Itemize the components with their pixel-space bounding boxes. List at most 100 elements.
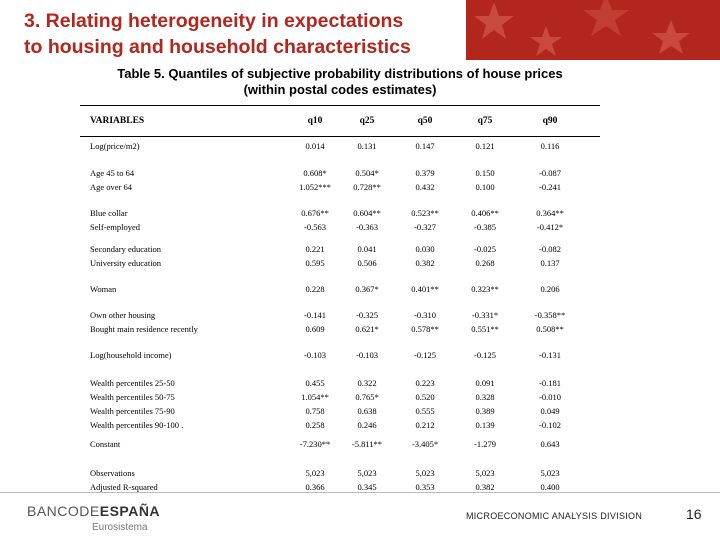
page-number: 16 — [686, 506, 702, 522]
logo-part-1: BANCODE — [27, 503, 100, 519]
row-label: Own other housing — [90, 310, 156, 320]
table-cell: 0.131 — [357, 141, 377, 151]
table-cell: 0.604** — [353, 208, 381, 218]
banco-de-espana-logo: BANCODEESPAÑA — [27, 503, 160, 519]
row-label: Bought main residence recently — [90, 324, 198, 334]
column-header-q10: q10 — [307, 116, 323, 126]
table-cell: 0.379 — [415, 168, 435, 178]
table-cell: 0.643 — [540, 439, 560, 449]
row-label: Observations — [90, 468, 135, 478]
table-cell: 0.041 — [357, 244, 377, 254]
table-cell: 0.595 — [305, 258, 325, 268]
table-cell: 0.323** — [471, 284, 499, 294]
table-cell: 0.246 — [357, 420, 377, 430]
row-label: Wealth percentiles 90-100 . — [90, 420, 184, 430]
table-cell: -0.025 — [474, 244, 496, 254]
logo-subtitle: Eurosistema — [92, 522, 148, 533]
table-cell: 0.147 — [415, 141, 435, 151]
table-cell: 0.382 — [475, 482, 495, 492]
table-cell: 0.608* — [303, 168, 327, 178]
table-cell: 0.638 — [357, 406, 377, 416]
column-header-q75: q75 — [477, 116, 493, 126]
row-label: Log(household income) — [90, 350, 172, 360]
table-cell: 1.054** — [301, 392, 329, 402]
table-cell: 0.508** — [536, 324, 564, 334]
table-cell: 0.523** — [411, 208, 439, 218]
table-cell: -7.230** — [299, 439, 331, 449]
table-cell: -0.563 — [304, 222, 326, 232]
footer-divider — [0, 492, 720, 493]
slide-title-line-1: 3. Relating heterogeneity in expectation… — [24, 10, 404, 32]
table-cell: 0.609 — [305, 324, 325, 334]
row-label: Constant — [90, 439, 121, 449]
table-cell: 0.364** — [536, 208, 564, 218]
table-cell: 0.322 — [357, 378, 377, 388]
table-cell: 0.223 — [415, 378, 435, 388]
table-cell: 0.758 — [305, 406, 325, 416]
table-cell: 0.382 — [415, 258, 435, 268]
table-cell: -0.412* — [536, 222, 564, 232]
table-cell: 0.366 — [305, 482, 325, 492]
table-cell: 0.504* — [355, 168, 379, 178]
table-cell: -3.405* — [411, 439, 439, 449]
table-caption: Table 5. Quantiles of subjective probabi… — [80, 66, 600, 98]
table-cell: 0.049 — [540, 406, 560, 416]
table-cell: 0.621* — [355, 324, 379, 334]
table-cell: 0.400 — [540, 482, 560, 492]
table-cell: -0.131 — [539, 350, 561, 360]
table-cell: 5,023 — [415, 468, 435, 478]
slide-title: 3. Relating heterogeneity in expectation… — [24, 8, 494, 60]
table-cell: 0.765* — [355, 392, 379, 402]
table-cell: 0.212 — [415, 420, 435, 430]
table-cell: -0.102 — [539, 420, 561, 430]
results-table: VARIABLES q10 q25 q50 q75 q90 Log(price/m2) 0.0… — [80, 105, 600, 492]
table-cell: 0.455 — [305, 378, 325, 388]
table-cell: 0.367* — [355, 284, 379, 294]
table-cell: 0.206 — [540, 284, 560, 294]
table-cell: 5,023 — [475, 468, 495, 478]
logo-part-2: ESPAÑA — [99, 503, 161, 519]
table-cell: 5,023 — [305, 468, 325, 478]
column-header-variables: VARIABLES — [90, 116, 145, 126]
table-cell: 5,023 — [540, 468, 560, 478]
table-cell: 1.052*** — [299, 182, 331, 192]
row-label: Age over 64 — [90, 182, 133, 192]
table-cell: 0.328 — [475, 392, 495, 402]
table-cell: 0.258 — [305, 420, 325, 430]
row-label: Log(price/m2) — [90, 141, 140, 151]
table-cell: -1.279 — [474, 439, 496, 449]
table-cell: 0.150 — [475, 168, 495, 178]
table-cell: -0.331* — [471, 310, 499, 320]
table-cell: 0.401** — [411, 284, 439, 294]
table-cell: 0.116 — [540, 141, 560, 151]
table-cell: 5,023 — [357, 468, 377, 478]
table-cell: 0.353 — [415, 482, 435, 492]
table-cell: 0.676** — [301, 208, 329, 218]
row-label: Age 45 to 64 — [90, 168, 135, 178]
table-cell: 0.100 — [475, 182, 495, 192]
table-cell: -0.141 — [304, 310, 326, 320]
table-cell: 0.091 — [475, 378, 495, 388]
row-label: Blue collar — [90, 208, 128, 218]
table-cell: -0.327 — [414, 222, 436, 232]
table-cell: -5.811** — [351, 439, 383, 449]
header-divider — [80, 136, 600, 137]
column-header-q25: q25 — [359, 116, 375, 126]
table-cell: -0.363 — [356, 222, 378, 232]
row-label: University education — [90, 258, 162, 268]
table-caption-line-1: Table 5. Quantiles of subjective probabi… — [117, 66, 563, 81]
row-label: Secondary education — [90, 244, 162, 254]
table-caption-line-2: (within postal codes estimates) — [243, 82, 437, 97]
row-label: Wealth percentiles 75-90 — [90, 406, 175, 416]
stars-banner — [466, 0, 720, 60]
table-cell: -0.181 — [539, 378, 561, 388]
table-cell: 0.228 — [305, 284, 325, 294]
table-cell: 0.268 — [475, 258, 495, 268]
table-cell: -0.087 — [539, 168, 561, 178]
slide-title-line-2: to housing and household characteristics — [24, 36, 411, 58]
table-cell: -0.385 — [474, 222, 496, 232]
table-cell: 0.555 — [415, 406, 435, 416]
table-cell: 0.506 — [357, 258, 377, 268]
table-cell: 0.578** — [411, 324, 439, 334]
division-label: MICROECONOMIC ANALYSIS DIVISION — [466, 511, 643, 521]
